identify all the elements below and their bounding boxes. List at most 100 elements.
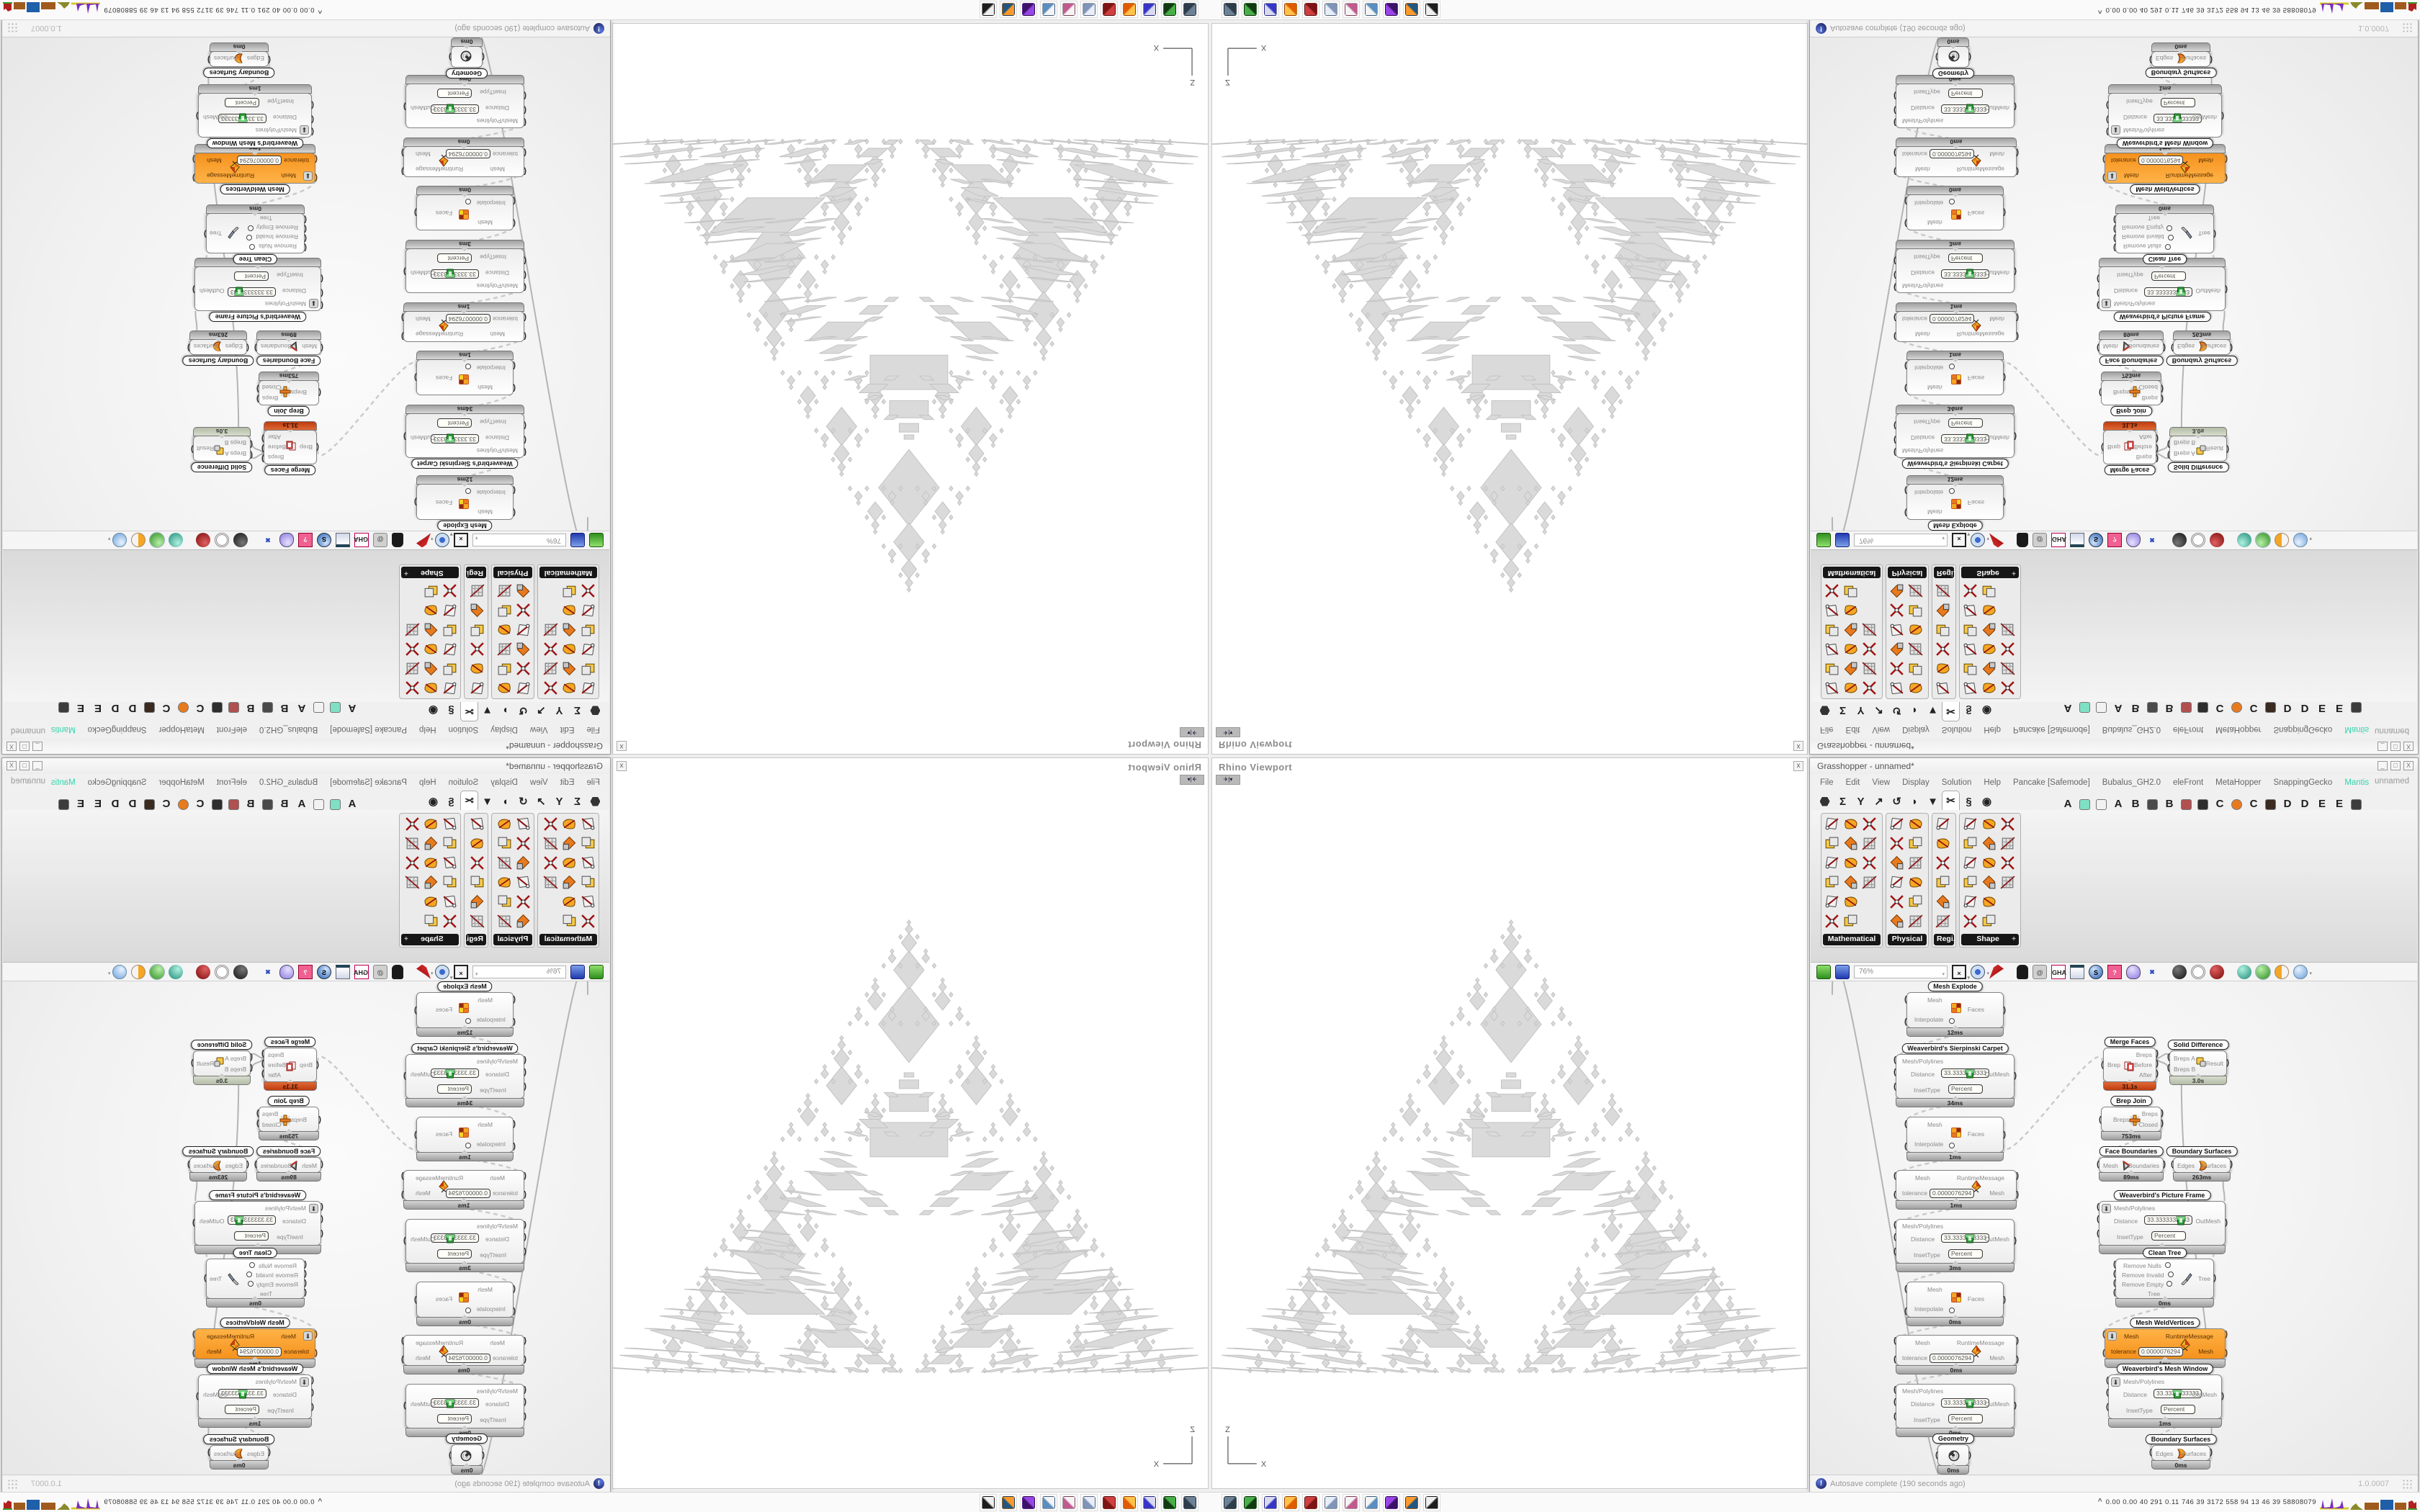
palette-slot[interactable] <box>421 618 439 638</box>
resize-grip[interactable] <box>2402 1479 2412 1489</box>
value-box[interactable]: Percent <box>2151 271 2186 281</box>
component-icon[interactable] <box>1861 874 1878 891</box>
dna-button[interactable]: ✖ <box>2149 968 2155 976</box>
palette-slot[interactable] <box>467 874 485 894</box>
palette-slot[interactable] <box>439 874 458 894</box>
value-box[interactable]: Percent <box>437 1084 472 1094</box>
gh-titlebar[interactable]: Grasshopper - unnamed* _ □ X <box>2 738 610 754</box>
taskbar-app-button[interactable] <box>1060 1 1077 18</box>
menu-item-view[interactable]: View <box>1872 778 1891 787</box>
component-icon[interactable] <box>1981 680 1997 696</box>
zoom-combobox[interactable]: 76% ▾ <box>1854 965 1948 978</box>
component-icon[interactable] <box>1935 641 1951 657</box>
component-icon[interactable] <box>1824 641 1840 657</box>
palette-slot[interactable] <box>467 580 485 599</box>
preview-shaded-button[interactable] <box>2210 964 2224 979</box>
palette-slot[interactable] <box>1907 816 1926 835</box>
gh-node-bsurf[interactable]: 0ms Edges Surfaces() <box>2149 42 2213 67</box>
menu-item-help[interactable]: Help <box>418 725 436 734</box>
value-box[interactable]: Percent <box>1948 1084 1983 1094</box>
display-tab[interactable]: ◉ <box>428 704 439 716</box>
palette-slot[interactable] <box>1824 677 1842 696</box>
component-icon[interactable] <box>542 680 559 696</box>
palette-label[interactable]: Shape + <box>401 567 459 578</box>
component-icon[interactable] <box>1981 855 1997 871</box>
palette-slot[interactable] <box>1842 599 1861 618</box>
taskbar-app-button[interactable] <box>1403 1 1420 18</box>
gh-node-merge[interactable]: 31.1s Brep Breps Before After())) <box>261 1048 319 1091</box>
maximize-button[interactable]: □ <box>19 761 30 770</box>
toggle-radio[interactable] <box>465 488 471 494</box>
palette-slot[interactable] <box>513 599 532 618</box>
value-box[interactable]: 33.3333333333 <box>1941 1233 1990 1243</box>
palette-slot[interactable] <box>1907 913 1926 932</box>
value-box[interactable]: Percent <box>437 1249 472 1259</box>
plugin-tab-D[interactable]: D <box>111 702 120 714</box>
value-box[interactable]: Percent <box>225 98 259 107</box>
palette-slot[interactable] <box>1935 657 1953 677</box>
taskbar-app-button[interactable] <box>1302 1 1319 18</box>
preview-eye-button[interactable]: ▾ <box>431 964 449 979</box>
taskbar-app-button[interactable] <box>1423 1 1440 18</box>
preview-off-button[interactable] <box>233 964 248 979</box>
palette-slot[interactable] <box>439 580 458 599</box>
plugin-tab-A[interactable]: A <box>2114 702 2123 714</box>
node-label-capsule[interactable]: Mesh Explode <box>437 521 493 531</box>
palette-slot[interactable] <box>1842 835 1861 855</box>
menu-item-pancake-safemode-[interactable]: Pancake [Safemode] <box>2013 725 2090 734</box>
gh-node-wb3[interactable]: 1ms⬇Mesh/PolylinesDistance33.3333333333O… <box>192 1201 323 1254</box>
palette-slot[interactable] <box>1907 677 1926 696</box>
plugin-tab-A[interactable]: A <box>2063 702 2072 714</box>
package-help-button[interactable]: ? <box>2107 964 2122 979</box>
toggle-radio[interactable] <box>1949 1308 1955 1313</box>
taskbar-app-button[interactable] <box>1181 1 1198 18</box>
component-icon[interactable] <box>561 641 578 657</box>
menu-item-display[interactable]: Display <box>1902 778 1930 787</box>
display-tab[interactable]: ◉ <box>1981 704 1992 716</box>
corset-button[interactable] <box>2017 964 2028 979</box>
taskbar-app-button[interactable] <box>1161 1 1178 18</box>
palette-slot[interactable] <box>467 816 485 835</box>
plugin-tab-E[interactable]: E <box>94 798 102 810</box>
palette-slot[interactable] <box>439 816 458 835</box>
menu-item-pancake-safemode-[interactable]: Pancake [Safemode] <box>2013 778 2090 787</box>
component-icon[interactable] <box>1935 602 1951 618</box>
component-icon[interactable] <box>1888 602 1905 618</box>
component-icon[interactable] <box>1962 582 1978 599</box>
palette-slot[interactable] <box>1824 874 1842 894</box>
toggle-radio[interactable] <box>246 235 252 240</box>
component-icon[interactable] <box>515 680 532 696</box>
taskbar-app-button[interactable] <box>1242 1494 1259 1511</box>
value-box[interactable]: 0.0000076294 <box>1930 1189 1975 1198</box>
component-icon[interactable] <box>1981 660 1997 677</box>
component-icon[interactable] <box>404 835 421 852</box>
palette-slot[interactable] <box>540 677 559 696</box>
save-file-button[interactable] <box>570 533 585 548</box>
palette-slot[interactable] <box>421 638 439 657</box>
node-label-capsule[interactable]: Boundary Surfaces <box>2145 68 2217 78</box>
gh-node-explode[interactable]: 12ms Mesh Faces Interpolate(() <box>414 475 516 520</box>
gh-node-bsurf[interactable]: 263ms Edges Surfaces() <box>187 330 249 355</box>
close-button[interactable]: X <box>2403 742 2414 751</box>
component-icon[interactable] <box>1824 582 1840 599</box>
taskbar-app-button[interactable] <box>1080 1 1098 18</box>
palette-slot[interactable] <box>578 913 596 932</box>
component-icon[interactable] <box>515 874 532 891</box>
palette-slot[interactable] <box>494 618 513 638</box>
node-label-capsule[interactable]: Brep Join <box>268 1096 310 1106</box>
toggle-radio[interactable] <box>2165 244 2171 250</box>
lightbulb-button[interactable] <box>279 533 294 548</box>
node-label-capsule[interactable]: Weaverbird's Picture Frame <box>2113 1190 2211 1200</box>
palette-slot[interactable] <box>1888 874 1907 894</box>
zoom-extents-button[interactable]: × ▾ <box>1952 964 1970 981</box>
component-icon[interactable] <box>1842 660 1859 677</box>
menu-item-snappinggecko[interactable]: SnappingGecko <box>2273 725 2333 734</box>
taskbar-app-button[interactable] <box>1000 1494 1017 1511</box>
palette-slot[interactable] <box>1981 677 1999 696</box>
gh-node-bsurf[interactable]: 263ms Edges Surfaces() <box>2171 1157 2233 1182</box>
menu-item-display[interactable]: Display <box>490 778 518 787</box>
gh-node-bjoin[interactable]: 753ms Breps Breps Closed()) <box>256 1107 321 1140</box>
palette-slot[interactable] <box>559 816 578 835</box>
maths-tab[interactable]: Σ <box>574 704 581 717</box>
palette-slot[interactable] <box>1888 835 1907 855</box>
